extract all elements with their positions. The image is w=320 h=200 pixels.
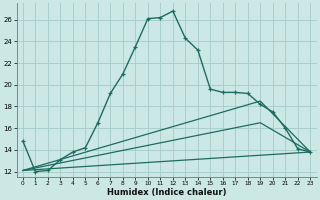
X-axis label: Humidex (Indice chaleur): Humidex (Indice chaleur) <box>107 188 226 197</box>
